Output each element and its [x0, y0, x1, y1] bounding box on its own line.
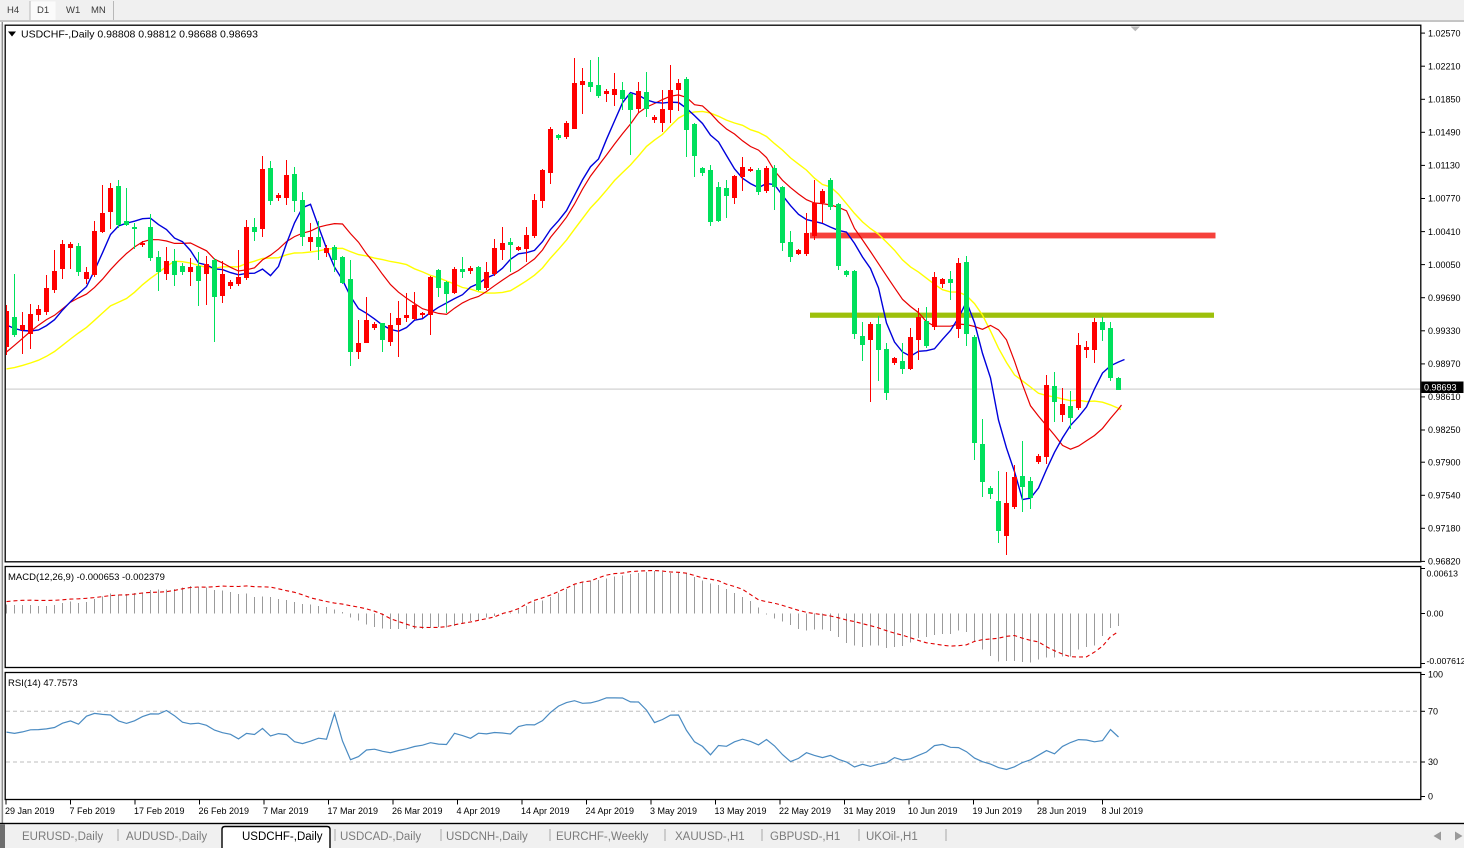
- svg-text:17 Mar 2019: 17 Mar 2019: [328, 806, 379, 816]
- svg-text:7 Mar 2019: 7 Mar 2019: [263, 806, 309, 816]
- svg-text:0.97540: 0.97540: [1428, 491, 1461, 501]
- svg-text:1.00050: 1.00050: [1428, 260, 1461, 270]
- svg-text:UKOil-,H1: UKOil-,H1: [866, 831, 918, 843]
- svg-text:0.98970: 0.98970: [1428, 359, 1461, 369]
- svg-text:USDCHF-,Daily: USDCHF-,Daily: [242, 831, 323, 843]
- svg-text:13 May 2019: 13 May 2019: [715, 806, 767, 816]
- svg-text:0.99690: 0.99690: [1428, 293, 1461, 303]
- svg-text:0.97180: 0.97180: [1428, 524, 1461, 534]
- svg-text:0.96820: 0.96820: [1428, 557, 1461, 567]
- svg-text:EURCHF-,Weekly: EURCHF-,Weekly: [556, 831, 649, 843]
- svg-text:1.00770: 1.00770: [1428, 194, 1461, 204]
- svg-text:GBPUSD-,H1: GBPUSD-,H1: [770, 831, 840, 843]
- svg-text:0.97900: 0.97900: [1428, 457, 1461, 467]
- svg-text:MN: MN: [91, 5, 106, 16]
- svg-text:26 Mar 2019: 26 Mar 2019: [392, 806, 443, 816]
- svg-text:1.02570: 1.02570: [1428, 28, 1461, 38]
- svg-text:0.00: 0.00: [1427, 609, 1444, 619]
- svg-text:31 May 2019: 31 May 2019: [844, 806, 896, 816]
- svg-text:-0.007612: -0.007612: [1427, 656, 1464, 666]
- svg-text:USDCAD-,Daily: USDCAD-,Daily: [340, 831, 421, 843]
- svg-text:30: 30: [1428, 757, 1438, 767]
- svg-text:17 Feb 2019: 17 Feb 2019: [134, 806, 185, 816]
- svg-text:0.99330: 0.99330: [1428, 326, 1461, 336]
- svg-text:0: 0: [1428, 792, 1433, 802]
- svg-text:0.98693: 0.98693: [1424, 383, 1457, 393]
- svg-text:AUDUSD-,Daily: AUDUSD-,Daily: [126, 831, 207, 843]
- svg-text:4 Apr 2019: 4 Apr 2019: [457, 806, 501, 816]
- svg-text:1.02210: 1.02210: [1428, 61, 1461, 71]
- svg-text:10 Jun 2019: 10 Jun 2019: [908, 806, 958, 816]
- svg-text:3 May 2019: 3 May 2019: [650, 806, 697, 816]
- svg-text:USDCHF-,Daily 0.98808 0.9881: USDCHF-,Daily 0.98808 0.98812 0.98688 0.…: [21, 29, 258, 41]
- svg-text:0.00613: 0.00613: [1427, 569, 1459, 579]
- svg-text:19 Jun 2019: 19 Jun 2019: [973, 806, 1023, 816]
- svg-text:1.01130: 1.01130: [1428, 161, 1460, 171]
- svg-text:28 Jun 2019: 28 Jun 2019: [1037, 806, 1087, 816]
- svg-text:26 Feb 2019: 26 Feb 2019: [199, 806, 250, 816]
- svg-text:0.98250: 0.98250: [1428, 425, 1461, 435]
- svg-text:24 Apr 2019: 24 Apr 2019: [586, 806, 635, 816]
- svg-text:14 Apr 2019: 14 Apr 2019: [521, 806, 570, 816]
- svg-text:H4: H4: [7, 5, 19, 16]
- svg-text:MACD(12,26,9) -0.000653 -0.002: MACD(12,26,9) -0.000653 -0.002379: [8, 572, 165, 583]
- svg-text:RSI(14) 47.7573: RSI(14) 47.7573: [8, 678, 78, 689]
- svg-text:1.00410: 1.00410: [1428, 227, 1461, 237]
- svg-text:1.01850: 1.01850: [1428, 95, 1461, 105]
- svg-text:XAUUSD-,H1: XAUUSD-,H1: [675, 831, 745, 843]
- svg-text:70: 70: [1428, 707, 1438, 717]
- svg-text:USDCNH-,Daily: USDCNH-,Daily: [446, 831, 528, 843]
- svg-text:8 Jul 2019: 8 Jul 2019: [1102, 806, 1144, 816]
- svg-text:W1: W1: [66, 5, 80, 16]
- svg-text:D1: D1: [37, 5, 49, 16]
- svg-text:100: 100: [1428, 670, 1443, 680]
- svg-text:29 Jan 2019: 29 Jan 2019: [5, 806, 55, 816]
- svg-text:0.98610: 0.98610: [1428, 392, 1461, 402]
- svg-text:1.01490: 1.01490: [1428, 128, 1461, 138]
- svg-text:22 May 2019: 22 May 2019: [779, 806, 831, 816]
- svg-text:7 Feb 2019: 7 Feb 2019: [70, 806, 116, 816]
- svg-text:EURUSD-,Daily: EURUSD-,Daily: [22, 831, 103, 843]
